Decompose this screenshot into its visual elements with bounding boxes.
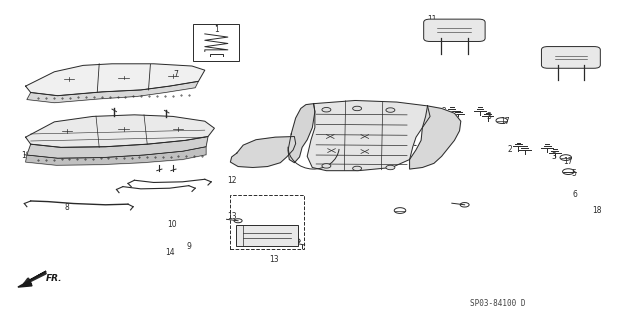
Text: 19: 19 [21,151,31,160]
Circle shape [353,106,362,111]
Text: 16: 16 [392,142,401,151]
FancyBboxPatch shape [424,19,485,41]
Text: 7: 7 [173,70,179,78]
Text: 8: 8 [65,203,70,212]
Text: 6: 6 [573,190,578,199]
Text: 12: 12 [228,176,237,185]
Polygon shape [230,137,296,167]
Circle shape [353,166,362,171]
Text: 17: 17 [563,157,573,166]
Text: 5: 5 [571,169,576,178]
FancyBboxPatch shape [541,47,600,68]
Text: 3: 3 [552,152,557,161]
Text: 2: 2 [442,107,447,116]
Text: 18: 18 [592,206,602,215]
Text: SP03-84100 D: SP03-84100 D [470,299,525,308]
Text: 4: 4 [314,137,319,146]
Text: FR.: FR. [46,274,63,283]
Polygon shape [26,147,206,165]
Text: 2: 2 [508,145,512,154]
Text: 9: 9 [186,242,191,251]
Text: 13: 13 [269,255,279,263]
Text: 17: 17 [500,117,510,126]
Text: 10: 10 [166,220,177,229]
Bar [236,225,298,246]
Circle shape [386,165,395,170]
Polygon shape [288,104,315,163]
Polygon shape [27,81,198,103]
Text: 3: 3 [486,112,492,121]
Bar [230,195,304,249]
Text: 1: 1 [214,25,219,34]
Bar [193,24,239,61]
Circle shape [322,108,331,112]
Polygon shape [26,64,205,96]
Text: 11: 11 [427,15,436,24]
Text: 14: 14 [164,248,175,256]
Polygon shape [18,271,46,287]
Text: 15: 15 [398,117,408,126]
Text: 11: 11 [563,59,573,68]
Polygon shape [27,137,208,158]
Polygon shape [307,100,430,171]
Text: 13: 13 [227,212,237,221]
Polygon shape [26,115,214,147]
Circle shape [386,108,395,112]
Polygon shape [410,106,461,169]
Circle shape [322,164,331,168]
